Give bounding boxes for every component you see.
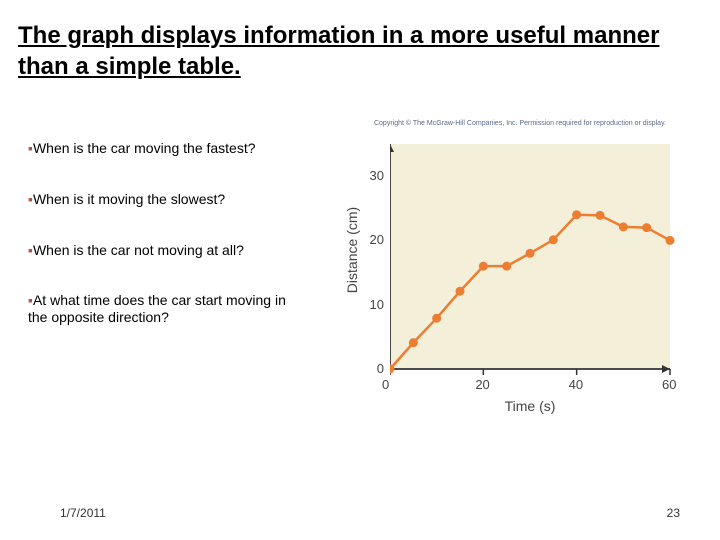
chart-svg: [390, 144, 690, 389]
footer-date: 1/7/2011: [60, 506, 106, 520]
question-text: When is the car not moving at all?: [33, 242, 244, 258]
y-tick-label: 10: [362, 297, 384, 312]
x-tick-label: 40: [569, 377, 583, 392]
x-axis-label: Time (s): [390, 398, 670, 414]
y-tick-label: 30: [362, 168, 384, 183]
page-title: The graph displays information in a more…: [18, 20, 702, 82]
y-axis-label: Distance (cm): [344, 190, 360, 310]
question-item: ▪When is the car moving the fastest?: [28, 140, 288, 157]
question-text: When is the car moving the fastest?: [33, 140, 256, 156]
y-tick-label: 20: [362, 232, 384, 247]
distance-time-chart: Copyright © The McGraw-Hill Companies, I…: [340, 120, 700, 440]
question-item: ▪At what time does the car start moving …: [28, 292, 288, 326]
copyright-notice: Copyright © The McGraw-Hill Companies, I…: [340, 120, 700, 127]
y-tick-label: 0: [362, 361, 384, 376]
x-tick-label: 20: [475, 377, 489, 392]
question-item: ▪When is the car not moving at all?: [28, 242, 288, 259]
question-item: ▪When is it moving the slowest?: [28, 191, 288, 208]
question-text: When is it moving the slowest?: [33, 191, 225, 207]
x-tick-label: 0: [382, 377, 389, 392]
x-tick-label: 60: [662, 377, 676, 392]
footer-page-number: 23: [667, 506, 680, 520]
question-text: At what time does the car start moving i…: [28, 292, 286, 325]
questions-list: ▪When is the car moving the fastest? ▪Wh…: [28, 140, 288, 360]
